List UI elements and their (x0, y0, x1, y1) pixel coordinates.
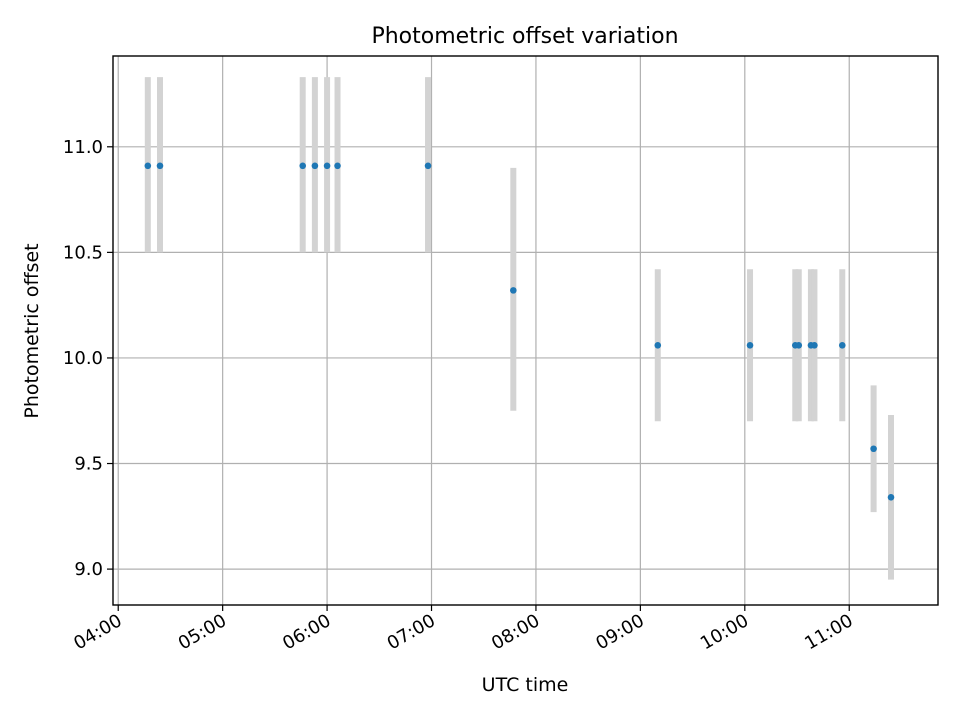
data-point (510, 287, 517, 294)
data-point (838, 341, 846, 349)
data-point (299, 162, 307, 170)
data-point (156, 162, 164, 170)
data-point (654, 341, 662, 349)
data-point (811, 341, 818, 349)
y-axis-label: Photometric offset (21, 243, 43, 418)
data-point (334, 162, 341, 170)
y-tick-label: 9.0 (74, 559, 103, 580)
x-axis-label: UTC time (482, 674, 569, 696)
y-tick-label: 9.5 (74, 454, 103, 475)
data-point (144, 162, 152, 170)
data-point (887, 494, 895, 501)
plot-frame (112, 55, 939, 606)
chart-title: Photometric offset variation (371, 24, 678, 49)
data-point (323, 162, 331, 170)
data-point (870, 445, 877, 453)
y-tick-label: 10.5 (63, 242, 103, 263)
y-tick-label: 11.0 (63, 137, 103, 158)
data-point (795, 341, 803, 349)
data-point (424, 162, 432, 170)
y-tick-label: 10.0 (63, 348, 103, 369)
data-point (311, 162, 319, 170)
data-point (746, 341, 754, 349)
point-layer (144, 162, 895, 501)
